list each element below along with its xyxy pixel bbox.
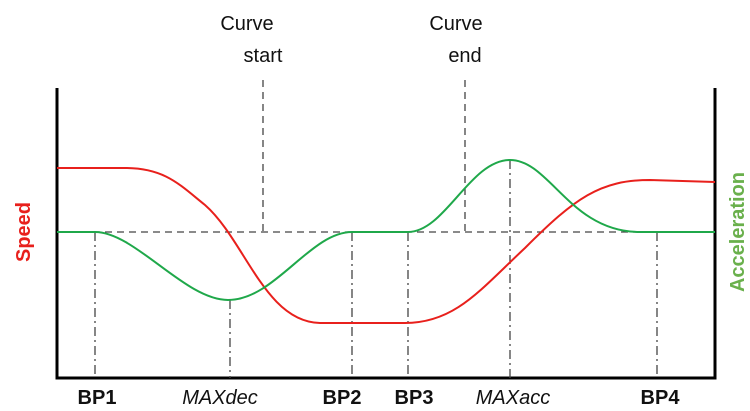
point-label: BP2	[323, 387, 362, 409]
point-label: MAXdec	[182, 387, 258, 409]
point-label: MAXacc	[476, 387, 550, 409]
point-label: BP4	[641, 387, 681, 409]
acceleration-curve	[57, 158, 715, 302]
speed-curve	[57, 167, 716, 324]
point-label: BP1	[78, 387, 117, 409]
point-labels: BP1 MAXdec BP2 BP3 MAXacc BP4	[78, 387, 681, 409]
point-label: BP3	[395, 387, 434, 409]
curve-end-label: Curve	[429, 13, 482, 35]
curve-end-label: end	[448, 45, 481, 67]
curve-start-label: start	[244, 45, 283, 67]
acceleration-label: Acceleration	[727, 172, 749, 292]
curve-start-label: Curve	[220, 13, 273, 35]
speed-label: Speed	[13, 202, 35, 262]
